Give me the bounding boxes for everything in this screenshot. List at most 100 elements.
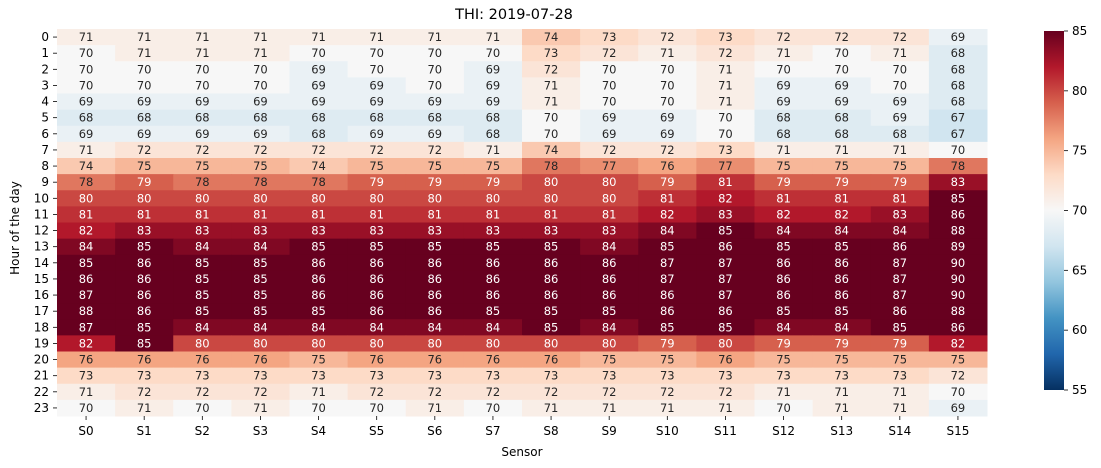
- cell-value-label: 72: [253, 143, 268, 157]
- cell-value-label: 84: [660, 224, 675, 238]
- cell-value-label: 90: [951, 288, 966, 302]
- heatmap-cell: [57, 77, 116, 94]
- cell-value-label: 84: [369, 320, 384, 334]
- x-tick-label: S11: [714, 424, 737, 438]
- cell-value-label: 73: [544, 369, 559, 383]
- heatmap-cell: [405, 141, 465, 159]
- heatmap-cell: [173, 254, 232, 272]
- cell-value-label: 74: [544, 143, 559, 157]
- cell-value-label: 70: [253, 78, 268, 92]
- cell-value-label: 71: [718, 401, 733, 415]
- heatmap-cell: [231, 158, 290, 175]
- cell-value-label: 87: [79, 320, 94, 334]
- heatmap-cell: [347, 238, 407, 256]
- cell-value-label: 70: [892, 62, 907, 76]
- cell-value-label: 81: [660, 191, 675, 205]
- cell-value-label: 75: [892, 159, 907, 173]
- heatmap-cell: [347, 254, 407, 272]
- cell-value-label: 70: [79, 62, 94, 76]
- heatmap-cell: [638, 206, 697, 223]
- cell-value-label: 88: [951, 224, 966, 238]
- x-tick-label: S13: [830, 424, 853, 438]
- cell-value-label: 86: [311, 288, 326, 302]
- cell-value-label: 76: [486, 353, 501, 367]
- heatmap-cell: [580, 109, 639, 127]
- cell-value-label: 68: [951, 46, 966, 60]
- heatmap-cell: [57, 287, 116, 304]
- cell-value-label: 69: [427, 127, 442, 141]
- heatmap-cell: [522, 254, 581, 272]
- cell-value-label: 70: [718, 127, 733, 141]
- colorbar-tick-label: 70: [1072, 204, 1087, 218]
- heatmap-cell: [754, 335, 814, 352]
- heatmap-cell: [405, 270, 465, 288]
- cell-value-label: 83: [718, 207, 733, 221]
- cell-value-label: 87: [79, 288, 94, 302]
- x-tick-label: S12: [772, 424, 795, 438]
- heatmap-cell: [463, 303, 523, 320]
- cell-value-label: 87: [892, 288, 907, 302]
- heatmap-cell: [522, 206, 581, 223]
- x-tick-label: S3: [253, 424, 268, 438]
- heatmap-cell: [115, 222, 174, 240]
- heatmap-cell: [522, 238, 581, 256]
- cell-value-label: 70: [137, 78, 152, 92]
- cell-value-label: 85: [602, 304, 617, 318]
- cell-value-label: 73: [369, 369, 384, 383]
- cell-value-label: 80: [253, 336, 268, 350]
- heatmap-cell: [928, 319, 988, 336]
- heatmap-cell: [289, 109, 349, 127]
- heatmap-cell: [696, 206, 755, 223]
- cell-value-label: 80: [195, 191, 210, 205]
- cell-value-label: 84: [253, 320, 268, 334]
- cell-value-label: 73: [602, 369, 617, 383]
- cell-value-label: 83: [427, 224, 442, 238]
- cell-value-label: 75: [427, 159, 442, 173]
- cell-value-label: 73: [137, 369, 152, 383]
- cell-value-label: 72: [660, 143, 675, 157]
- heatmap-cell: [812, 254, 872, 272]
- heatmap-cell: [754, 29, 814, 46]
- heatmap-cell: [463, 29, 523, 46]
- heatmap-cell: [289, 125, 349, 143]
- heatmap-cell: [522, 93, 581, 111]
- heatmap-cell: [870, 399, 930, 417]
- cell-value-label: 68: [776, 127, 791, 141]
- heatmap-cell: [696, 383, 755, 401]
- heatmap-cell: [289, 399, 349, 417]
- cell-value-label: 71: [776, 143, 791, 157]
- heatmap-cell: [405, 45, 465, 62]
- cell-value-label: 80: [602, 336, 617, 350]
- cell-value-label: 82: [951, 336, 966, 350]
- heatmap-cell: [231, 61, 290, 78]
- heatmap-cell: [463, 45, 523, 62]
- cell-value-label: 70: [427, 78, 442, 92]
- heatmap-cell: [463, 287, 523, 304]
- cell-value-label: 83: [311, 224, 326, 238]
- heatmap-cell: [289, 158, 349, 175]
- cell-value-label: 73: [311, 369, 326, 383]
- heatmap-cell: [928, 367, 988, 385]
- cell-value-label: 70: [486, 46, 501, 60]
- heatmap-cell: [57, 303, 116, 320]
- x-tick-label: S0: [78, 424, 93, 438]
- cell-value-label: 86: [951, 320, 966, 334]
- y-tick-label: 15: [34, 272, 49, 286]
- heatmap-cell: [870, 141, 930, 159]
- cell-value-label: 75: [602, 353, 617, 367]
- cell-value-label: 68: [892, 127, 907, 141]
- heatmap-cell: [347, 319, 407, 336]
- heatmap-cell: [289, 77, 349, 94]
- cell-value-label: 86: [427, 288, 442, 302]
- cell-value-label: 80: [718, 336, 733, 350]
- cell-value-label: 80: [427, 191, 442, 205]
- cell-value-label: 84: [892, 224, 907, 238]
- heatmap-cell: [347, 109, 407, 127]
- cell-value-label: 87: [892, 256, 907, 270]
- heatmap-cell: [928, 254, 988, 272]
- cell-value-label: 75: [951, 353, 966, 367]
- cell-value-label: 82: [718, 191, 733, 205]
- cell-value-label: 70: [369, 46, 384, 60]
- cell-value-label: 86: [369, 288, 384, 302]
- cell-value-label: 85: [951, 191, 966, 205]
